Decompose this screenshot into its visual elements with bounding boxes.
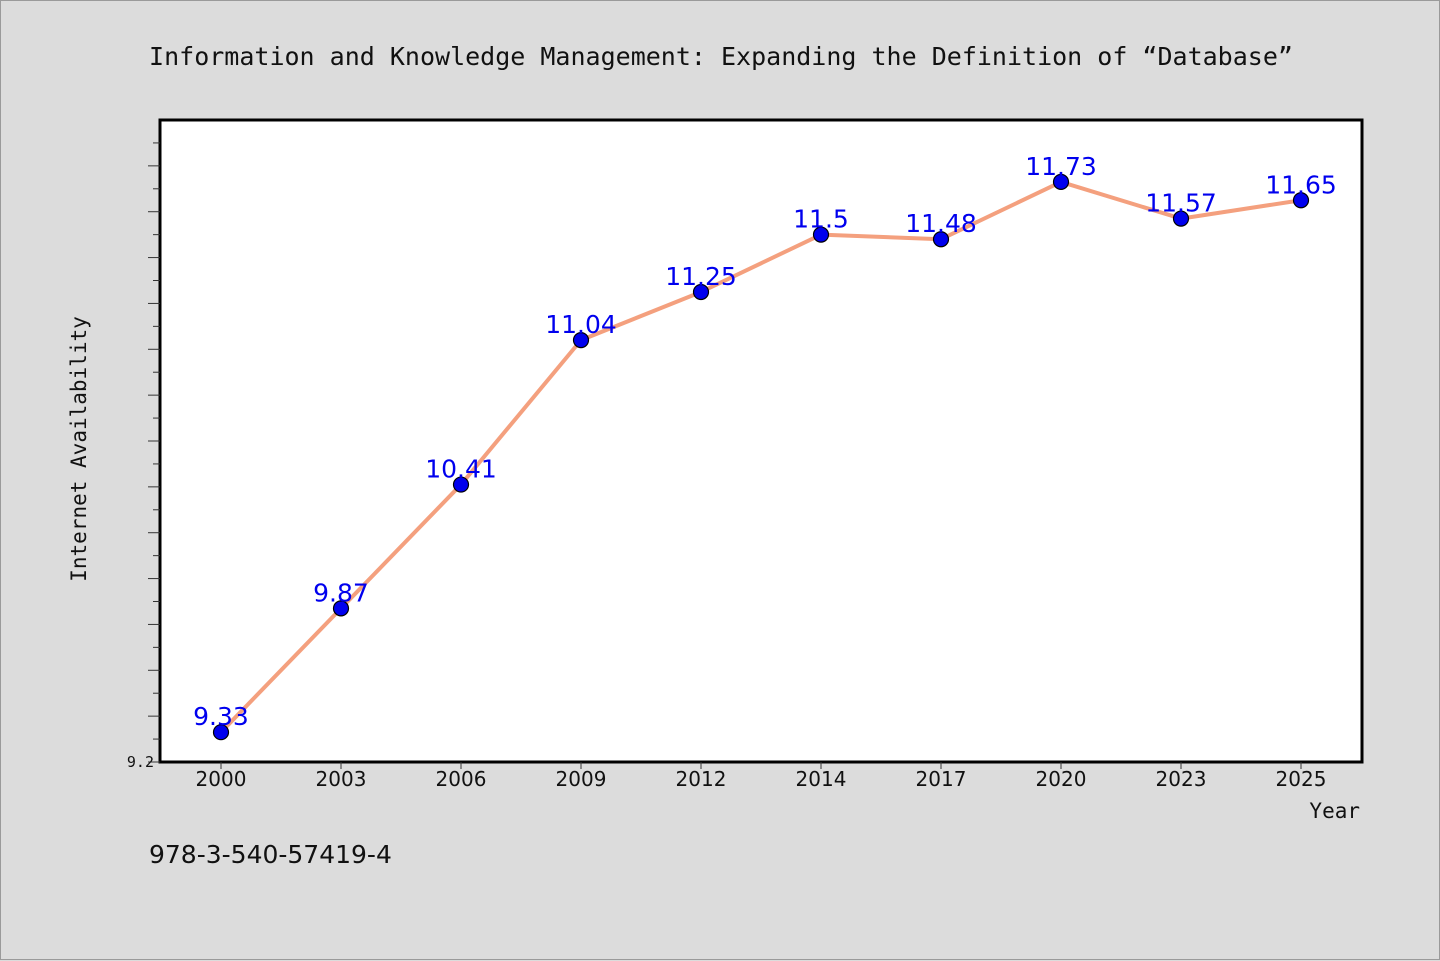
data-point [1172, 210, 1190, 227]
data-label: 11.04 [545, 310, 617, 339]
x-tick-label: 2020 [1036, 767, 1087, 791]
data-point [692, 283, 710, 301]
chart-title: Information and Knowledge Management: Ex… [149, 42, 1293, 71]
y-axis-ticks: 9.2 [127, 142, 160, 771]
data-label: 11.65 [1265, 170, 1337, 199]
x-tick-label: 2025 [1276, 767, 1327, 791]
y-tick-label: 9.2 [127, 753, 154, 771]
data-point [1292, 192, 1310, 209]
data-labels: 9.33 9.87 10.41 11.04 11.25 11.5 11.48 11.73 11.… [193, 152, 1337, 731]
data-point [812, 226, 830, 243]
x-tick-label: 2017 [916, 767, 967, 791]
data-label: 11.73 [1025, 152, 1097, 181]
series-line [219, 179, 1303, 735]
data-label: 11.25 [665, 262, 737, 291]
series-layer [212, 173, 1310, 741]
data-label: 10.41 [425, 455, 497, 484]
data-label: 11.5 [793, 205, 849, 234]
y-axis-title: Internet Availability [67, 316, 91, 582]
x-axis-ticks: 2000 2003 2006 2009 2012 2014 2017 2020 2023 2025 [196, 762, 1327, 791]
x-tick-label: 2014 [796, 767, 847, 791]
data-label: 11.48 [905, 209, 977, 238]
data-label: 11.57 [1145, 189, 1217, 218]
data-point [572, 332, 590, 349]
x-tick-label: 2012 [676, 767, 727, 791]
data-label: 9.33 [193, 702, 249, 731]
x-axis-title: Year [1309, 799, 1360, 823]
data-label: 9.87 [313, 578, 369, 607]
data-point [1052, 173, 1070, 191]
x-tick-label: 2023 [1156, 767, 1207, 791]
data-point [212, 724, 230, 741]
x-tick-label: 2009 [556, 767, 607, 791]
data-point [452, 476, 470, 493]
x-tick-label: 2000 [196, 767, 247, 791]
x-tick-label: 2003 [316, 767, 367, 791]
data-point [932, 231, 950, 248]
plot-area [158, 118, 1364, 764]
data-point [332, 600, 350, 617]
isbn-footer: 978-3-540-57419-4 [149, 840, 392, 869]
x-tick-label: 2006 [436, 767, 487, 791]
